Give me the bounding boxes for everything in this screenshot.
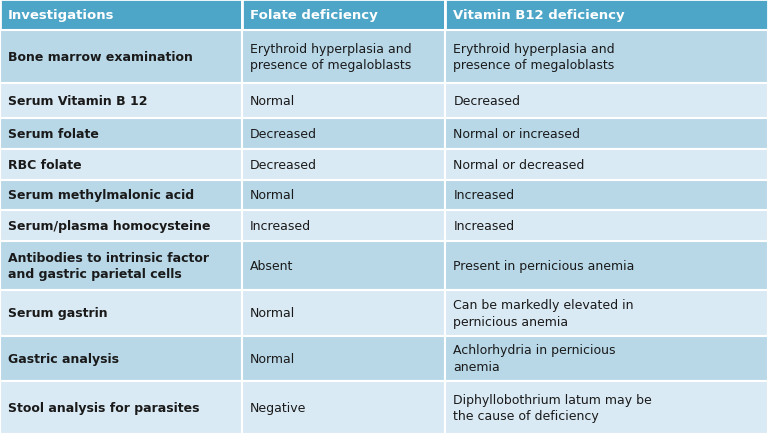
Text: Serum gastrin: Serum gastrin xyxy=(8,307,108,320)
Text: RBC folate: RBC folate xyxy=(8,158,81,171)
Bar xyxy=(242,180,445,211)
Text: Diphyllobothrium latum may be
the cause of deficiency: Diphyllobothrium latum may be the cause … xyxy=(453,393,652,422)
Text: Normal: Normal xyxy=(250,189,295,202)
Bar xyxy=(0,84,242,119)
Bar xyxy=(242,119,445,149)
Bar xyxy=(445,291,768,336)
Bar xyxy=(445,31,768,84)
Text: Normal or decreased: Normal or decreased xyxy=(453,158,584,171)
Text: Bone marrow examination: Bone marrow examination xyxy=(8,51,193,64)
Bar xyxy=(0,381,242,434)
Text: Serum methylmalonic acid: Serum methylmalonic acid xyxy=(8,189,194,202)
Bar xyxy=(445,119,768,149)
Text: Increased: Increased xyxy=(453,220,515,233)
Text: Vitamin B12 deficiency: Vitamin B12 deficiency xyxy=(453,9,625,22)
Bar xyxy=(0,119,242,149)
Text: Serum/plasma homocysteine: Serum/plasma homocysteine xyxy=(8,220,210,233)
Text: Folate deficiency: Folate deficiency xyxy=(250,9,378,22)
Bar xyxy=(0,31,242,84)
Text: Decreased: Decreased xyxy=(453,95,521,108)
Text: Increased: Increased xyxy=(250,220,311,233)
Bar xyxy=(445,84,768,119)
Bar xyxy=(445,336,768,381)
Text: Absent: Absent xyxy=(250,260,293,273)
Text: Decreased: Decreased xyxy=(250,128,317,141)
Bar xyxy=(445,149,768,180)
Text: Stool analysis for parasites: Stool analysis for parasites xyxy=(8,401,200,414)
Bar xyxy=(0,180,242,211)
Text: Normal: Normal xyxy=(250,95,295,108)
Text: Erythroid hyperplasia and
presence of megaloblasts: Erythroid hyperplasia and presence of me… xyxy=(250,43,412,72)
Text: Serum Vitamin B 12: Serum Vitamin B 12 xyxy=(8,95,147,108)
Bar xyxy=(445,242,768,291)
Text: Serum folate: Serum folate xyxy=(8,128,99,141)
Bar xyxy=(242,149,445,180)
Text: Gastric analysis: Gastric analysis xyxy=(8,352,119,365)
Bar xyxy=(0,211,242,242)
Bar xyxy=(242,211,445,242)
Bar xyxy=(242,84,445,119)
Bar xyxy=(0,336,242,381)
Text: Normal: Normal xyxy=(250,307,295,320)
Text: Investigations: Investigations xyxy=(8,9,114,22)
Bar xyxy=(242,0,445,31)
Text: Erythroid hyperplasia and
presence of megaloblasts: Erythroid hyperplasia and presence of me… xyxy=(453,43,615,72)
Text: Increased: Increased xyxy=(453,189,515,202)
Bar xyxy=(0,149,242,180)
Bar xyxy=(242,381,445,434)
Bar xyxy=(445,381,768,434)
Bar xyxy=(0,291,242,336)
Bar xyxy=(0,242,242,291)
Bar xyxy=(445,0,768,31)
Text: Negative: Negative xyxy=(250,401,306,414)
Text: Normal: Normal xyxy=(250,352,295,365)
Bar xyxy=(445,211,768,242)
Bar xyxy=(0,0,242,31)
Text: Can be markedly elevated in
pernicious anemia: Can be markedly elevated in pernicious a… xyxy=(453,299,634,328)
Text: Achlorhydria in pernicious
anemia: Achlorhydria in pernicious anemia xyxy=(453,344,616,373)
Text: Present in pernicious anemia: Present in pernicious anemia xyxy=(453,260,635,273)
Text: Normal or increased: Normal or increased xyxy=(453,128,581,141)
Bar xyxy=(242,336,445,381)
Text: Antibodies to intrinsic factor
and gastric parietal cells: Antibodies to intrinsic factor and gastr… xyxy=(8,251,209,281)
Text: Decreased: Decreased xyxy=(250,158,317,171)
Bar xyxy=(242,242,445,291)
Bar xyxy=(445,180,768,211)
Bar xyxy=(242,31,445,84)
Bar xyxy=(242,291,445,336)
